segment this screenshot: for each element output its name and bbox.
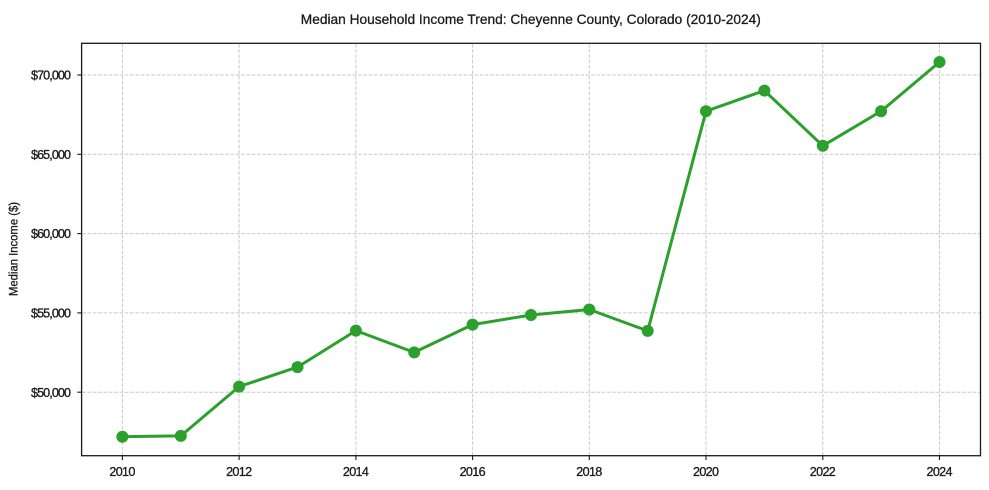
svg-text:2012: 2012	[226, 465, 252, 479]
svg-text:$55,000: $55,000	[31, 307, 71, 321]
svg-text:2014: 2014	[343, 465, 369, 479]
svg-text:2022: 2022	[810, 465, 836, 479]
svg-text:$65,000: $65,000	[31, 148, 71, 162]
svg-text:Median Household Income Trend:: Median Household Income Trend: Cheyenne …	[301, 12, 761, 28]
svg-text:$70,000: $70,000	[31, 69, 71, 83]
svg-text:2016: 2016	[460, 465, 486, 479]
svg-text:Median Income ($): Median Income ($)	[7, 202, 21, 296]
svg-text:$50,000: $50,000	[31, 386, 71, 400]
svg-text:2010: 2010	[109, 465, 135, 479]
svg-text:2024: 2024	[927, 465, 953, 479]
svg-text:2018: 2018	[576, 465, 602, 479]
svg-text:2020: 2020	[693, 465, 719, 479]
svg-text:$60,000: $60,000	[31, 227, 71, 241]
